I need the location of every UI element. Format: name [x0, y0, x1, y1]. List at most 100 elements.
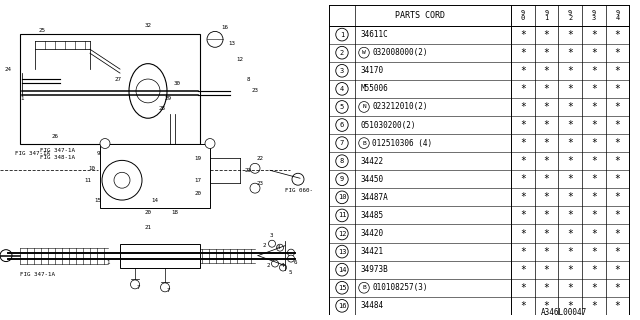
Text: *: *	[567, 48, 573, 58]
Text: *: *	[567, 66, 573, 76]
Text: *: *	[614, 138, 620, 148]
Text: *: *	[520, 265, 526, 275]
Text: *: *	[614, 301, 620, 311]
Text: 1: 1	[106, 260, 109, 265]
Text: 17: 17	[195, 178, 202, 183]
Text: *: *	[614, 30, 620, 40]
Ellipse shape	[129, 64, 167, 118]
Text: *: *	[520, 84, 526, 94]
Circle shape	[336, 155, 348, 167]
Text: *: *	[614, 84, 620, 94]
Text: 9: 9	[340, 176, 344, 182]
Circle shape	[336, 64, 348, 77]
Text: *: *	[567, 283, 573, 293]
Text: *: *	[591, 247, 597, 257]
Text: *: *	[544, 138, 550, 148]
Text: *: *	[520, 192, 526, 202]
Circle shape	[250, 183, 260, 193]
Text: *: *	[567, 84, 573, 94]
Circle shape	[336, 245, 348, 258]
Text: *: *	[567, 174, 573, 184]
Text: 20: 20	[145, 211, 152, 215]
Text: B: B	[362, 285, 366, 290]
Text: FIG 347-1A: FIG 347-1A	[20, 272, 55, 277]
Text: M55006: M55006	[361, 84, 388, 93]
Text: *: *	[614, 174, 620, 184]
Circle shape	[336, 263, 348, 276]
Text: *: *	[520, 66, 526, 76]
Text: *: *	[614, 156, 620, 166]
Text: *: *	[544, 84, 550, 94]
Circle shape	[336, 281, 348, 294]
Circle shape	[359, 47, 369, 58]
Text: 23: 23	[252, 88, 259, 93]
Text: *: *	[567, 301, 573, 311]
Text: *: *	[591, 30, 597, 40]
Text: *: *	[567, 120, 573, 130]
Text: *: *	[520, 138, 526, 148]
Circle shape	[287, 249, 294, 256]
Circle shape	[205, 139, 215, 148]
Text: *: *	[591, 265, 597, 275]
Text: *: *	[591, 192, 597, 202]
Text: 4: 4	[280, 263, 284, 268]
Text: 34420: 34420	[361, 229, 384, 238]
Text: *: *	[544, 30, 550, 40]
Text: *: *	[520, 301, 526, 311]
Text: 6: 6	[340, 122, 344, 128]
Circle shape	[114, 172, 130, 188]
Text: 22: 22	[257, 156, 264, 161]
Text: 26: 26	[51, 134, 58, 139]
Circle shape	[102, 160, 142, 200]
Circle shape	[0, 250, 12, 261]
Text: 14: 14	[152, 197, 159, 203]
Text: *: *	[591, 174, 597, 184]
Text: *: *	[544, 66, 550, 76]
Text: 9
2: 9 2	[568, 10, 572, 21]
Text: *: *	[520, 247, 526, 257]
Text: 11: 11	[84, 178, 92, 183]
Text: 20: 20	[195, 191, 202, 196]
Text: 1: 1	[20, 96, 24, 101]
Text: 23: 23	[257, 181, 264, 186]
Circle shape	[336, 227, 348, 240]
Text: 21: 21	[145, 225, 152, 230]
Text: *: *	[591, 84, 597, 94]
Circle shape	[336, 209, 348, 222]
Text: 11: 11	[338, 212, 346, 219]
Circle shape	[336, 83, 348, 95]
Text: *: *	[614, 228, 620, 238]
Text: *: *	[567, 247, 573, 257]
Text: 13: 13	[228, 41, 236, 46]
Circle shape	[100, 139, 110, 148]
Text: FIG 348-1A: FIG 348-1A	[40, 155, 75, 160]
Text: 34611C: 34611C	[361, 30, 388, 39]
Text: *: *	[591, 301, 597, 311]
Circle shape	[136, 79, 160, 103]
Text: 34973B: 34973B	[361, 265, 388, 274]
Text: 010108257(3): 010108257(3)	[372, 283, 428, 292]
Circle shape	[336, 119, 348, 131]
Text: *: *	[544, 102, 550, 112]
Text: 16: 16	[221, 25, 228, 30]
Circle shape	[280, 264, 287, 271]
Circle shape	[336, 46, 348, 59]
Text: *: *	[520, 30, 526, 40]
Bar	[20, 34, 200, 143]
Text: PARTS CORD: PARTS CORD	[395, 11, 445, 20]
Text: *: *	[591, 48, 597, 58]
Text: *: *	[544, 192, 550, 202]
Text: 9
3: 9 3	[592, 10, 596, 21]
Text: *: *	[520, 174, 526, 184]
Text: 30: 30	[173, 81, 180, 85]
Text: 032008000(2): 032008000(2)	[372, 48, 428, 57]
Text: *: *	[520, 283, 526, 293]
Text: *: *	[614, 283, 620, 293]
Circle shape	[276, 244, 284, 251]
Text: 5: 5	[340, 104, 344, 110]
Text: 12: 12	[237, 57, 243, 62]
Text: *: *	[520, 228, 526, 238]
Bar	[120, 244, 200, 268]
Text: *: *	[614, 265, 620, 275]
Text: *: *	[544, 301, 550, 311]
